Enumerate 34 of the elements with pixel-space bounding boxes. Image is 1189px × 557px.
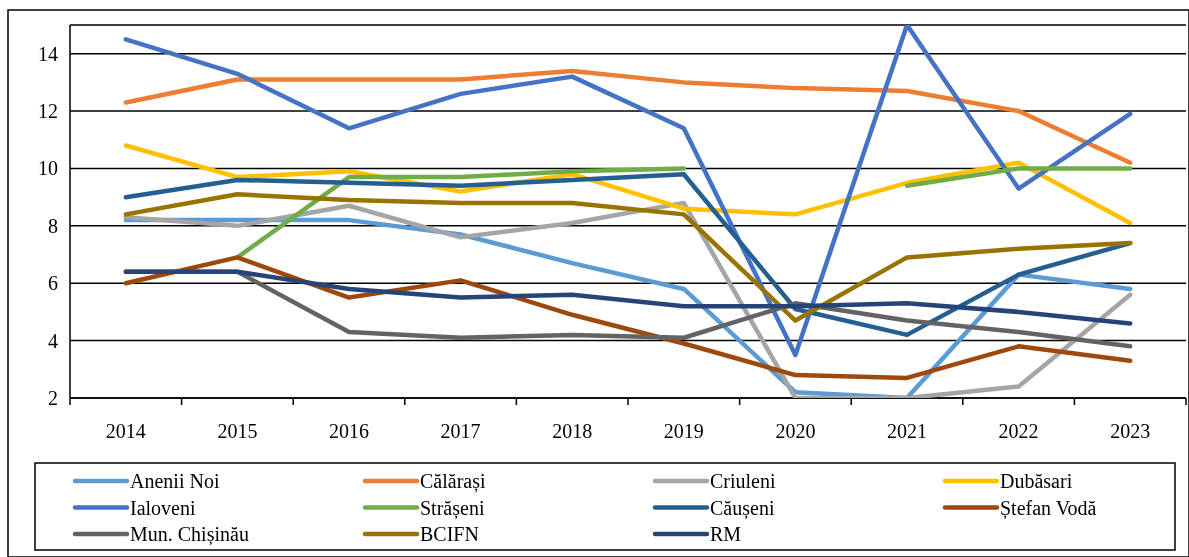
x-tick-label: 2022 (998, 420, 1039, 442)
x-tick-label: 2014 (105, 420, 146, 442)
y-tick-label: 2 (48, 387, 58, 409)
line-series (123, 171, 1133, 338)
line-series (123, 192, 1133, 323)
y-tick-label: 14 (38, 42, 58, 65)
legend-label: RM (710, 523, 742, 545)
x-tick-label: 2021 (887, 420, 927, 442)
legend-label: Dubăsari (1000, 470, 1073, 492)
legend-label: Strășeni (420, 496, 485, 520)
line-series (123, 255, 1133, 381)
y-tick-label: 10 (38, 157, 58, 180)
legend-label: Ialoveni (130, 496, 196, 519)
x-tick-label: 2016 (329, 420, 369, 442)
y-tick-label: 6 (48, 272, 58, 295)
legend-label: Mun. Chișinău (130, 523, 249, 546)
legend-label: Criuleni (710, 470, 776, 492)
line-series (123, 68, 1133, 165)
y-tick-label: 8 (48, 214, 58, 237)
x-tick-label: 2020 (775, 420, 816, 442)
x-tick-label: 2017 (440, 420, 481, 442)
legend-label: Călărași (420, 470, 486, 493)
legend-label: BCIFN (420, 523, 479, 545)
line-series (123, 269, 1133, 326)
x-tick-label: 2018 (552, 420, 593, 442)
legend-label: Căușeni (710, 496, 775, 520)
x-tick-label: 2019 (663, 420, 704, 442)
line-series (123, 25, 1133, 358)
x-tick-label: 2023 (1110, 420, 1151, 442)
legend-label: Ștefan Vodă (1000, 496, 1097, 520)
y-tick-label: 12 (38, 100, 58, 123)
legend-label: Anenii Noi (130, 470, 220, 492)
y-tick-label: 4 (48, 329, 58, 352)
x-tick-label: 2015 (217, 420, 258, 442)
